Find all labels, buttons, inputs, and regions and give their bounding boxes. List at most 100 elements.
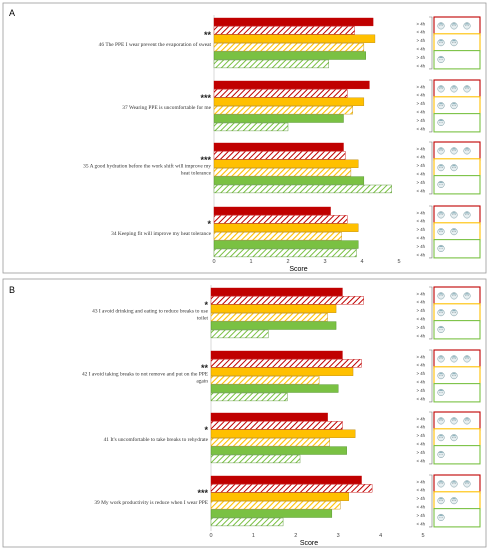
bar-g4-green-solid	[213, 240, 359, 249]
worker-icon-eye	[439, 183, 441, 185]
worker-icon	[437, 228, 445, 236]
x-tick-label: 0	[209, 533, 212, 539]
worker-icon-eye	[452, 150, 454, 152]
worker-icon-eye	[454, 88, 456, 90]
worker-icon-eye	[441, 375, 443, 376]
legend-series-label: > 4h	[417, 101, 426, 106]
worker-icon-eye	[452, 25, 454, 27]
worker-icon	[437, 417, 445, 425]
worker-icon-eye	[454, 150, 456, 152]
worker-icon-hood	[438, 356, 444, 358]
x-tick-label: 2	[294, 533, 297, 539]
worker-icon-hood	[438, 372, 444, 375]
bar-g1-red-hatched	[210, 296, 364, 305]
worker-icon-eye	[441, 516, 443, 518]
worker-icon-eye	[439, 437, 441, 438]
worker-icon-eye	[441, 231, 443, 232]
worker-icon-eye	[465, 358, 467, 360]
bar-g2-red-solid	[210, 350, 343, 360]
legend-series-label: > 4h	[417, 433, 426, 438]
worker-icon-eye	[439, 328, 441, 330]
worker-icon-eye	[452, 167, 454, 168]
legend-series-label: < 4h	[417, 172, 426, 177]
worker-icon-hood	[438, 39, 444, 42]
worker-icon-hood	[451, 356, 457, 358]
legend-category-box-green	[433, 175, 481, 195]
worker-icon-eye	[452, 375, 454, 376]
worker-icon	[437, 309, 445, 317]
worker-icon	[437, 244, 445, 252]
worker-icon-eye	[441, 420, 443, 422]
worker-icon-eye	[467, 150, 469, 152]
worker-icon	[437, 147, 445, 155]
bar-g2-green-solid	[210, 384, 339, 393]
bar-g1-yellow-hatched	[210, 313, 328, 322]
worker-icon-hood	[451, 164, 457, 167]
worker-icon-hood	[438, 119, 444, 122]
legend-series-label: > 4h	[417, 325, 426, 330]
significance-stars: ***	[197, 488, 208, 498]
bar-g4-red-hatched	[210, 484, 373, 493]
x-tick-label: 3	[337, 533, 340, 539]
worker-icon	[437, 480, 445, 488]
question-label-line: 41 It's uncomfortable to take breaks to …	[104, 436, 209, 443]
bar-g1-green-solid	[213, 51, 366, 60]
worker-icon-eye	[439, 150, 441, 152]
question-label-line: 34 Keeping fit will improve my heat tole…	[111, 230, 211, 237]
worker-icon-hood	[451, 481, 457, 483]
question-label-line: toilet	[197, 315, 209, 321]
panel-frame-b	[2, 278, 487, 548]
worker-icon-hood	[438, 228, 444, 231]
legend-series-label: < 4h	[417, 333, 426, 338]
worker-icon	[437, 102, 445, 110]
bar-g2-red-hatched	[210, 359, 362, 368]
worker-icon-eye	[441, 58, 443, 60]
worker-icon-eye	[441, 391, 443, 393]
legend-series-label: > 4h	[417, 450, 426, 455]
question-label: 35 A good hydration before the work shif…	[83, 163, 211, 177]
worker-icon-eye	[452, 500, 454, 501]
legend-category-box-green	[433, 50, 481, 70]
worker-icon-hood	[464, 23, 470, 25]
worker-icon	[437, 513, 445, 522]
bar-g4-yellow-solid	[210, 492, 350, 501]
worker-icon-eye	[439, 516, 441, 518]
worker-icon	[450, 292, 458, 300]
x-tick-label: 2	[286, 259, 289, 265]
legend-series-label: > 4h	[417, 118, 426, 123]
legend-series-label: < 4h	[417, 396, 426, 401]
bar-g4-red-hatched	[213, 215, 348, 224]
worker-icon	[463, 22, 471, 30]
question-label-line: heat tolerance	[181, 170, 212, 176]
worker-icon-hood	[438, 309, 444, 312]
worker-icon	[463, 355, 471, 363]
worker-icon	[450, 372, 458, 380]
worker-icon-hood	[438, 164, 444, 167]
worker-icon	[450, 147, 458, 155]
worker-icon	[450, 102, 458, 110]
worker-icon-eye	[465, 25, 467, 27]
question-label-line: 46 The PPE I wear prevent the evaporatio…	[99, 41, 212, 48]
legend-series-label: < 4h	[417, 30, 426, 35]
worker-icon-eye	[441, 25, 443, 27]
worker-icon-eye	[465, 295, 467, 297]
legend-series-label: < 4h	[417, 505, 426, 510]
worker-icon	[450, 417, 458, 425]
worker-icon	[437, 355, 445, 363]
worker-icon-hood	[451, 39, 457, 42]
legend-series-label: > 4h	[417, 210, 426, 215]
legend-series-label: > 4h	[417, 308, 426, 313]
bar-g3-yellow-solid	[213, 159, 359, 168]
worker-icon-eye	[452, 105, 454, 106]
legend-series-label: < 4h	[417, 47, 426, 52]
worker-icon-hood	[451, 434, 457, 437]
x-axis-label: Score	[289, 266, 307, 273]
worker-icon-hood	[438, 418, 444, 420]
x-tick-label: 3	[323, 259, 326, 265]
bar-g2-yellow-hatched	[210, 376, 320, 385]
question-label-line: 37 Wearing PPE is uncomfortable for me	[122, 104, 211, 111]
legend-bracket	[429, 79, 433, 133]
worker-icon	[437, 292, 445, 300]
worker-icon-eye	[441, 42, 443, 43]
legend-category-box-green	[433, 383, 481, 403]
